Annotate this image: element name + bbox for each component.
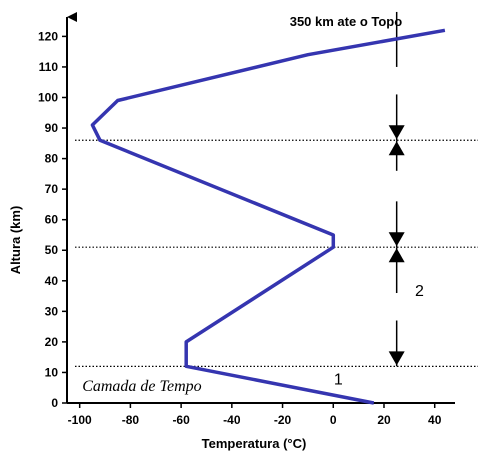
x-tick-label: -20 [274,413,292,427]
x-tick-label: -80 [122,413,140,427]
y-tick-label: 100 [38,90,58,104]
layer-name-label: Camada de Tempo [82,378,201,395]
y-tick-label: 10 [45,365,59,379]
y-axis-title: Altura (km) [8,206,23,275]
arrow-down-icon [388,351,405,366]
top-annotation: 350 km ate o Topo [290,14,403,29]
layer-number-label: 2 [415,283,424,300]
x-tick-label: -40 [223,413,241,427]
y-tick-label: 20 [45,335,59,349]
x-axis-title: Temperatura (°C) [202,436,307,451]
y-tick-label: 0 [51,396,58,410]
y-tick-label: 90 [45,121,59,135]
layer-boundaries [75,139,478,367]
y-tick-label: 120 [38,29,58,43]
y-tick-label: 30 [45,304,59,318]
y-ticks: 0 10 20 30 40 50 60 70 80 90 100 110 120 [38,29,67,410]
x-tick-label: -100 [68,413,92,427]
x-tick-label: -60 [172,413,190,427]
arrow-up-icon [388,141,405,156]
y-tick-label: 70 [45,182,59,196]
arrow-up-icon [388,248,405,263]
arrow-down-icon [388,232,405,247]
layer-number-label: 1 [334,372,343,389]
x-tick-label: 0 [330,413,337,427]
boundary-arrows [388,11,405,367]
y-tick-label: 60 [45,213,59,227]
arrow-down-icon [388,125,405,140]
y-tick-label: 80 [45,152,59,166]
temperature-series-line [90,28,446,405]
x-tick-label: 20 [377,413,391,427]
y-tick-label: 40 [45,274,59,288]
y-tick-label: 110 [39,60,59,74]
x-tick-label: 40 [428,413,442,427]
y-tick-label: 50 [45,243,59,257]
x-ticks: -100 -80 -60 -40 -20 0 20 40 [68,403,442,427]
layer-number-labels: 12 [334,283,424,389]
